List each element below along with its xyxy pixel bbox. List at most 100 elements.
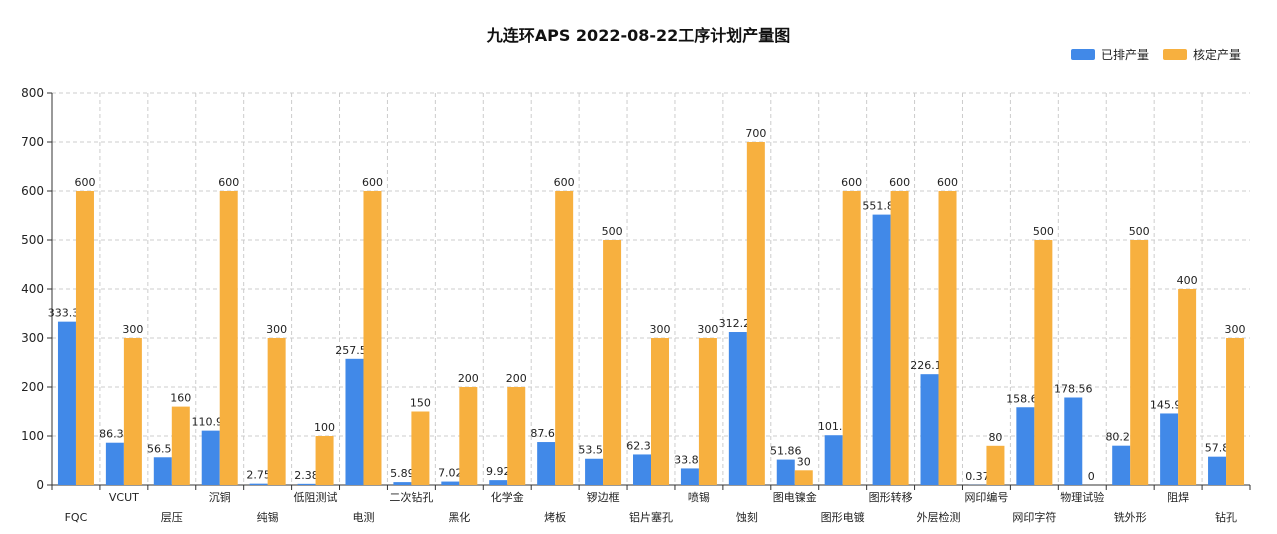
data-label-rated: 600	[937, 176, 958, 189]
data-label-scheduled: 86.31	[99, 428, 131, 441]
data-label-rated: 300	[266, 323, 287, 336]
data-label-rated: 500	[602, 225, 623, 238]
y-tick-label: 100	[21, 429, 44, 443]
bar-rated	[603, 240, 622, 485]
x-tick-label: VCUT	[109, 491, 139, 504]
bar-scheduled	[824, 435, 843, 485]
bar-rated	[1034, 240, 1053, 485]
data-label-scheduled: 2.38	[294, 469, 319, 482]
bar-scheduled	[1160, 413, 1179, 485]
data-label-rated: 100	[314, 421, 335, 434]
data-label-rated: 400	[1177, 274, 1198, 287]
x-tick-label: 纯锡	[257, 510, 279, 524]
data-label-scheduled: 33.81	[674, 453, 706, 466]
bar-scheduled	[728, 332, 747, 485]
x-tick-label: 黑化	[448, 510, 470, 524]
legend-label-scheduled: 已排产量	[1100, 48, 1149, 62]
x-tick-label: FQC	[65, 511, 88, 524]
bar-scheduled	[680, 468, 699, 485]
bar-scheduled	[1112, 445, 1131, 485]
bar-scheduled	[585, 458, 604, 485]
data-label-scheduled: 0.37	[965, 470, 990, 483]
bar-rated	[315, 436, 334, 485]
data-label-scheduled: 9.92	[486, 465, 511, 478]
x-tick-label: 外层检测	[917, 510, 961, 524]
x-tick-label: 二次钻孔	[389, 490, 433, 504]
y-tick-label: 0	[36, 478, 44, 492]
x-tick-label: 电测	[352, 511, 374, 524]
data-label-scheduled: 80.24	[1105, 431, 1137, 444]
x-tick-label: 沉铜	[209, 490, 231, 504]
bar-scheduled	[441, 481, 460, 485]
legend[interactable]: 已排产量 核定产量	[1070, 46, 1241, 63]
data-label-rated: 600	[74, 176, 95, 189]
x-tick-label: 物理试验	[1060, 490, 1104, 504]
data-label-scheduled: 56.58	[147, 442, 179, 455]
data-label-rated: 600	[554, 176, 575, 189]
legend-label-rated: 核定产量	[1192, 48, 1241, 62]
x-tick-label: 阻焊	[1167, 490, 1189, 504]
bar-rated	[986, 445, 1005, 485]
data-label-rated: 600	[362, 176, 383, 189]
x-tick-label: 层压	[161, 511, 183, 524]
data-label-scheduled: 5.89	[390, 467, 415, 480]
bar-scheduled	[297, 483, 316, 485]
x-tick-label: 铝片塞孔	[629, 510, 673, 524]
y-tick-label: 300	[21, 331, 44, 345]
data-label-rated: 30	[797, 455, 811, 468]
x-tick-label: 图形转移	[869, 490, 913, 504]
data-label-scheduled: 62.35	[626, 439, 658, 452]
bar-scheduled	[1208, 456, 1227, 485]
x-tick-label: 锣边框	[587, 490, 620, 504]
bar-scheduled	[872, 214, 891, 485]
bar-scheduled	[1064, 397, 1083, 485]
x-tick-label: 网印字符	[1012, 510, 1056, 524]
bar-rated	[507, 387, 526, 485]
bar-rated	[555, 191, 574, 485]
data-label-rated: 600	[841, 176, 862, 189]
data-label-rated: 0	[1088, 470, 1095, 483]
bar-rated	[794, 470, 813, 485]
bar-scheduled	[201, 430, 220, 485]
data-label-rated: 300	[697, 323, 718, 336]
data-label-rated: 600	[218, 176, 239, 189]
data-label-rated: 300	[650, 323, 671, 336]
y-tick-label: 600	[21, 184, 44, 198]
data-label-scheduled: 2.75	[246, 469, 271, 482]
bar-rated	[938, 191, 957, 485]
bar-rated	[842, 191, 861, 485]
x-tick-label: 低阻测试	[294, 491, 338, 504]
bar-scheduled	[489, 480, 508, 485]
x-tick-label: 喷锡	[688, 490, 710, 504]
x-tick-label: 化学金	[491, 490, 524, 504]
legend-swatch-rated	[1162, 49, 1187, 60]
bar-rated	[890, 191, 909, 485]
legend-item-rated[interactable]: 核定产量	[1162, 46, 1241, 63]
bar-scheduled	[633, 454, 651, 485]
data-label-rated: 600	[889, 176, 910, 189]
bar-rated	[459, 387, 478, 485]
bar-rated	[267, 338, 286, 485]
data-label-rated: 500	[1033, 225, 1054, 238]
data-label-rated: 300	[1225, 323, 1246, 336]
x-tick-label: 图形电镀	[821, 510, 865, 524]
x-tick-label: 铣外形	[1114, 510, 1147, 524]
bar-scheduled	[1016, 407, 1035, 485]
y-tick-label: 500	[21, 233, 44, 247]
data-label-scheduled: 178.56	[1054, 383, 1093, 396]
bar-scheduled	[393, 482, 412, 485]
x-tick-label: 图电镍金	[773, 490, 817, 504]
bar-rated	[698, 338, 717, 485]
bar-scheduled	[345, 358, 364, 485]
y-tick-label: 400	[21, 282, 44, 296]
y-tick-label: 800	[21, 86, 44, 100]
bar-scheduled	[105, 442, 124, 485]
data-label-scheduled: 101.6	[818, 420, 850, 433]
bar-rated	[75, 191, 94, 485]
bar-rated	[746, 142, 765, 485]
y-tick-label: 700	[21, 135, 44, 149]
legend-swatch-scheduled	[1070, 49, 1095, 60]
legend-item-scheduled[interactable]: 已排产量	[1070, 46, 1149, 63]
bar-rated	[1178, 289, 1197, 485]
